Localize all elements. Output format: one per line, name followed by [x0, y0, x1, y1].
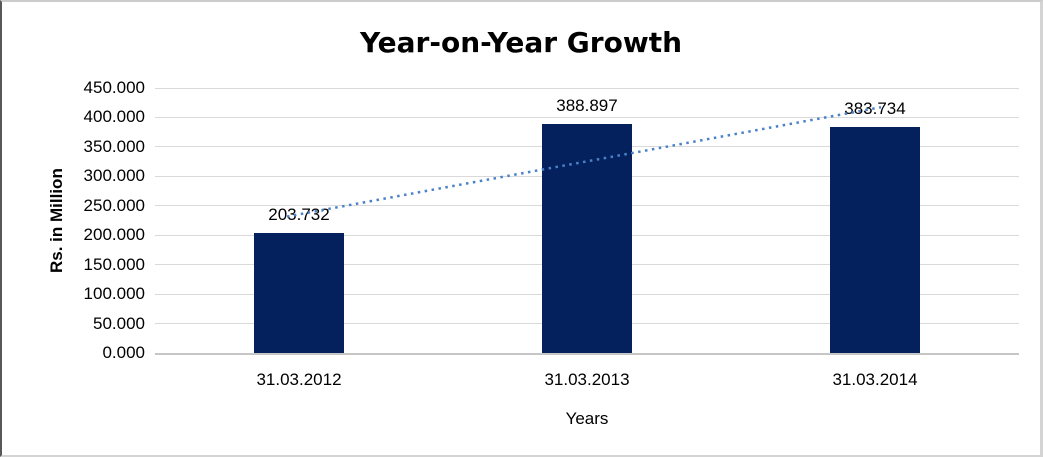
gridline: [155, 87, 1019, 89]
bar: [542, 123, 632, 353]
y-tick-label: 300.000: [83, 166, 145, 186]
bar: [830, 127, 920, 353]
bar-value-label: 388.897: [556, 95, 618, 115]
trendline-path: [286, 106, 882, 218]
y-tick-label: 450.000: [83, 78, 145, 97]
x-tick-label: 31.03.2013: [544, 370, 630, 389]
y-tick-label: 200.000: [83, 225, 145, 245]
x-tick-label: 31.03.2014: [832, 370, 918, 389]
gridline: [155, 116, 1019, 118]
bar-value-label: 383.734: [844, 99, 906, 119]
x-axis-title: Years: [565, 409, 609, 428]
y-tick-label: 100.000: [83, 284, 145, 304]
y-tick-label: 400.000: [83, 107, 145, 127]
y-tick-label: 50.000: [93, 313, 145, 333]
y-tick-label: 350.000: [83, 136, 145, 156]
trendline: [286, 106, 882, 218]
chart-title: Year-on-Year Growth: [359, 26, 683, 59]
y-tick-label: 250.000: [83, 195, 145, 215]
y-tick-label: 0.000: [102, 343, 145, 362]
plot-area: 450.000 400.000 350.000 300.000 250.000 200.0…: [84, 78, 1019, 389]
bar: [254, 233, 344, 353]
x-tick-label: 31.03.2012: [256, 370, 342, 389]
y-tick-label: 150.000: [83, 254, 145, 274]
bar-value-label: 203.732: [268, 205, 330, 225]
